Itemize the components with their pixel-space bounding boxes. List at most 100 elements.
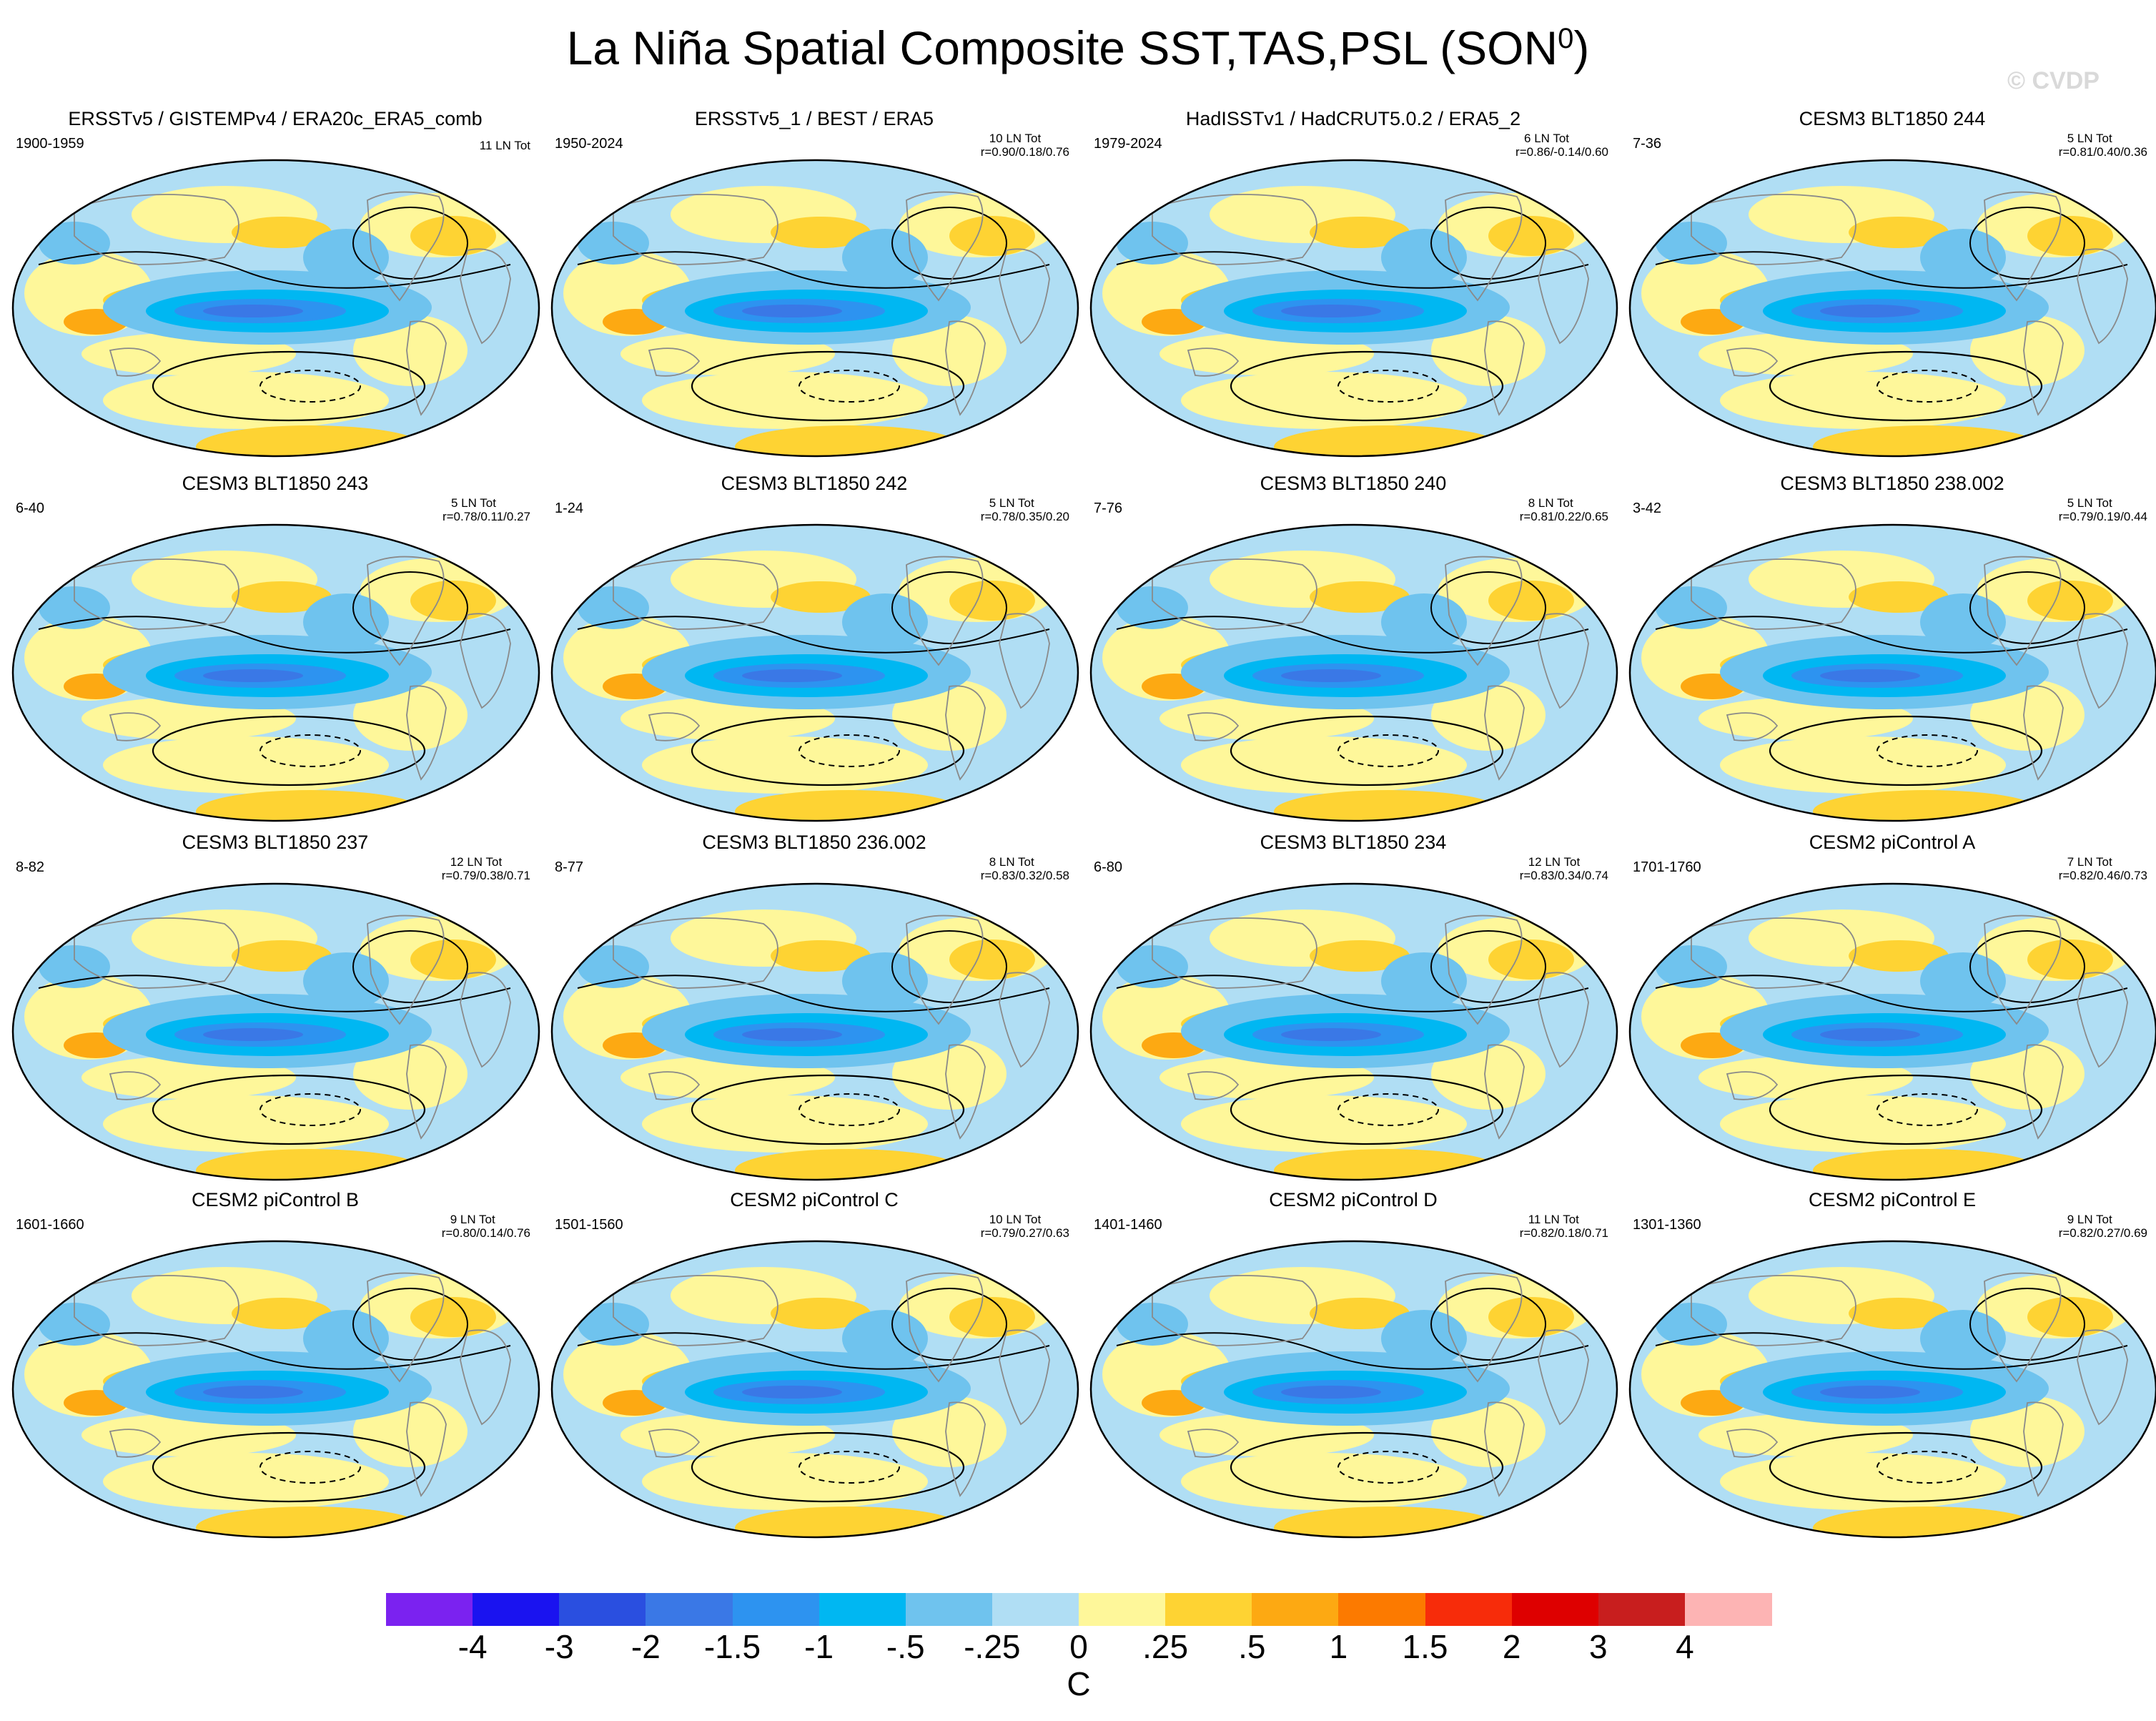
coastline — [74, 558, 239, 630]
coastline — [460, 1329, 511, 1426]
panel-event-count: 11 LN Tot — [479, 139, 530, 152]
panel-years: 1950-2024 — [555, 136, 623, 152]
cold-anomaly — [1381, 952, 1467, 1010]
coastline — [1691, 194, 1856, 265]
panel-event-count: 8 LN Tot — [1528, 496, 1573, 510]
warm-anomaly — [103, 736, 389, 794]
coastline — [460, 248, 511, 345]
warm-anomaly — [1310, 940, 1410, 972]
psl-contour — [1230, 1431, 1504, 1503]
panel-years: 1900-1959 — [16, 136, 84, 152]
panel-title: CESM2 piControl C — [730, 1189, 899, 1210]
coastline — [2077, 613, 2128, 709]
psl-contour — [352, 930, 468, 1003]
psl-contour-negative — [1337, 1451, 1439, 1484]
panel-title: CESM3 BLT1850 236.002 — [702, 832, 926, 853]
colorbar-tick-label: .25 — [1142, 1628, 1189, 1665]
psl-contour — [1116, 251, 1589, 289]
cold-anomaly — [1281, 1028, 1381, 1041]
map-panel: CESM3 BLT1850 236.002 8-77 8 LN Tot r=0.83/… — [545, 831, 1084, 1188]
cold-anomaly — [742, 1386, 842, 1399]
psl-contour — [691, 350, 965, 422]
panel-title: CESM3 BLT1850 237 — [182, 832, 369, 853]
map-outline — [1089, 882, 1618, 1181]
colorbar-segment — [1252, 1593, 1339, 1626]
composite-map — [550, 523, 1079, 822]
colorbar-segment — [819, 1593, 906, 1626]
colorbar-tick-label: -1 — [804, 1628, 834, 1665]
cold-anomaly — [842, 593, 928, 651]
warm-anomaly — [1849, 1298, 1949, 1329]
map-outline — [1628, 882, 2156, 1181]
warm-anomaly — [771, 581, 871, 613]
panel-years: 8-77 — [555, 859, 584, 875]
map-outline — [11, 1240, 540, 1539]
psl-contour-negative — [798, 1093, 900, 1126]
colorbar-tick-label: -.5 — [886, 1628, 925, 1665]
coastline — [613, 1275, 778, 1346]
psl-contour — [1969, 207, 2085, 280]
warm-anomaly — [1488, 1297, 1574, 1337]
coastline — [367, 556, 445, 666]
panel-years: 1301-1360 — [1633, 1217, 1701, 1233]
psl-contour — [1655, 616, 2128, 654]
map-outline — [1089, 1240, 1618, 1539]
psl-contour — [577, 251, 1050, 289]
coastline — [648, 1071, 701, 1100]
psl-contour — [152, 715, 426, 786]
panel-title: CESM3 BLT1850 238.002 — [1780, 473, 2004, 494]
map-outline — [11, 523, 540, 822]
composite-map — [1089, 882, 1618, 1181]
panel-title: HadISSTv1 / HadCRUT5.0.2 / ERA5_2 — [1185, 108, 1521, 129]
map-panel: CESM2 piControl E 1301-1360 9 LN Tot r=0.82… — [1623, 1188, 2156, 1546]
panel-stats: 5 LN Tot r=0.78/0.35/0.20 — [981, 496, 1069, 523]
cold-anomaly — [303, 1310, 389, 1367]
warm-anomaly — [1181, 372, 1467, 429]
coastline — [460, 972, 511, 1068]
coastline — [367, 914, 445, 1025]
warm-anomaly — [1720, 1095, 2006, 1153]
warm-anomaly — [1274, 425, 1503, 456]
title-close: ) — [1573, 21, 1590, 74]
warm-anomaly — [410, 581, 496, 621]
coastline — [613, 194, 778, 265]
map-outline — [550, 159, 1079, 458]
cold-anomaly — [842, 1310, 928, 1367]
colorbar-segment — [473, 1593, 560, 1626]
warm-anomaly — [949, 1297, 1035, 1337]
colorbar-segment — [386, 1593, 473, 1626]
coastline — [1726, 347, 1779, 377]
panel-pattern-correlation: r=0.81/0.40/0.36 — [2058, 145, 2147, 159]
panel-event-count: 12 LN Tot — [1528, 855, 1581, 869]
psl-contour-negative — [1876, 734, 1978, 767]
coastline — [1691, 917, 1856, 989]
cold-anomaly — [1820, 1386, 1920, 1399]
coastline — [1538, 972, 1589, 1068]
coastline — [999, 1329, 1050, 1426]
colorbar-tick-label: -1.5 — [703, 1628, 761, 1665]
colorbar-segment — [1684, 1593, 1772, 1626]
map-panel: CESM2 piControl B 1601-1660 9 LN Tot r=0.80… — [6, 1188, 545, 1546]
panel-stats: 8 LN Tot r=0.81/0.22/0.65 — [1520, 496, 1608, 523]
warm-anomaly — [1274, 1149, 1503, 1180]
cold-anomaly — [303, 229, 389, 286]
composite-map — [1628, 882, 2156, 1181]
panel-pattern-correlation: r=0.90/0.18/0.76 — [980, 145, 1069, 159]
panel-pattern-correlation: r=0.81/0.22/0.65 — [1519, 510, 1608, 523]
psl-contour — [152, 350, 426, 422]
psl-contour-negative — [798, 1451, 900, 1484]
coastline — [109, 347, 162, 377]
panel-stats: 12 LN Tot r=0.83/0.34/0.74 — [1520, 855, 1608, 882]
map-outline — [550, 882, 1079, 1181]
psl-contour-negative — [1337, 1093, 1439, 1126]
panel-pattern-correlation: r=0.78/0.11/0.27 — [442, 510, 530, 523]
cold-anomaly — [842, 952, 928, 1010]
map-panel: CESM2 piControl D 1401-1460 11 LN Tot r=0.8… — [1084, 1188, 1623, 1546]
psl-contour — [152, 1074, 426, 1145]
coastline — [2023, 1044, 2064, 1140]
colorbar-segment — [1511, 1593, 1599, 1626]
cold-anomaly — [1920, 952, 2006, 1010]
panel-event-count: 12 LN Tot — [450, 855, 503, 869]
panel-pattern-correlation: r=0.82/0.27/0.69 — [2058, 1226, 2147, 1240]
map-panel: ERSSTv5_1 / BEST / ERA5 1950-2024 10 LN To… — [545, 107, 1084, 465]
